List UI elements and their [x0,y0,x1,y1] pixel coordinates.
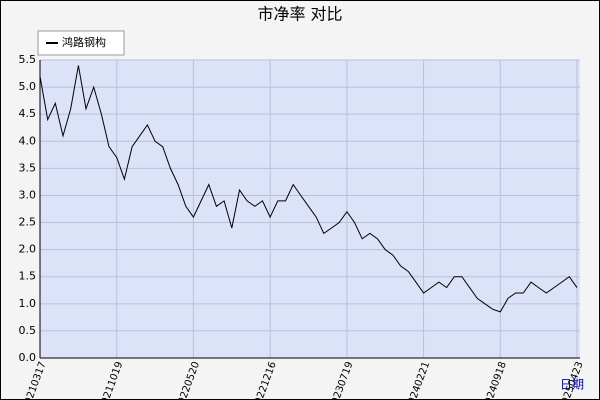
y-tick-label: 3.0 [19,188,37,201]
y-tick-label: 3.5 [19,161,37,174]
line-series [39,65,578,313]
y-tick-label: 4.5 [19,107,37,120]
y-tick-label: 2.5 [19,216,37,229]
y-tick-label: 2.0 [19,243,37,256]
legend-label: 鸿路钢构 [62,35,106,49]
y-tick-label: 0.0 [19,351,37,364]
y-tick-label: 1.5 [19,270,37,283]
y-tick-label: 1.0 [19,297,37,310]
x-axis-label: 日期 [560,378,584,392]
y-tick-label: 0.5 [19,324,37,337]
y-tick-label: 5.5 [19,53,37,66]
chart-title: 市净率 对比 [257,5,342,24]
y-tick-label: 4.0 [19,134,37,147]
y-tick-label: 5.0 [19,80,37,93]
